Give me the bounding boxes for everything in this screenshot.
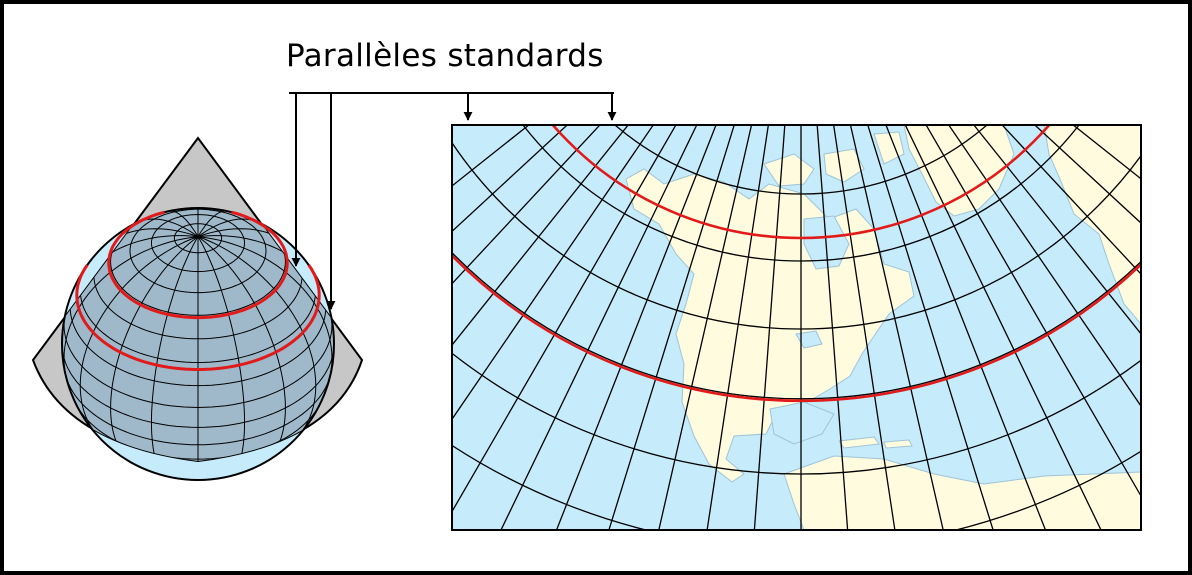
map-frame — [451, 124, 1142, 531]
map-meridian-line — [555, 125, 717, 530]
map-meridian-line — [608, 125, 735, 530]
cone-globe-figure — [31, 136, 364, 481]
globe-meridian-line — [151, 236, 199, 461]
map-meridian-line — [947, 125, 1141, 408]
globe-meridian-line — [168, 210, 199, 237]
land-mass — [838, 436, 880, 449]
land-mass — [823, 148, 865, 183]
diagram-canvas: Parallèles standards — [4, 4, 1188, 571]
globe-meridian-line — [197, 210, 228, 237]
globe-meridian-line — [197, 236, 333, 381]
globe-meridian-line — [79, 236, 199, 438]
land-mass — [903, 125, 1015, 217]
callout-leaders — [289, 92, 617, 310]
map-meridian-line — [832, 125, 896, 530]
map-meridian-line — [973, 125, 1141, 335]
map-meridian-line — [452, 125, 629, 347]
map-meridian-line — [753, 125, 786, 530]
globe-standard-parallel — [107, 210, 289, 320]
map-meridian-line — [885, 125, 1047, 530]
globe-meridian-line — [197, 236, 317, 438]
map-meridian-line — [452, 125, 655, 421]
map-meridian-line — [452, 125, 677, 513]
map-meridian-line — [452, 125, 601, 285]
map-meridian-line — [500, 125, 698, 530]
globe-standard-parallel — [75, 264, 321, 371]
map-meridian-line — [904, 125, 1102, 530]
map-meridian-line — [816, 125, 849, 530]
conic-map — [451, 124, 1142, 531]
diagram-title: Parallèles standards — [286, 38, 604, 74]
land-mass — [873, 131, 905, 165]
map-standard-parallel — [551, 125, 1051, 240]
map-meridian-line — [706, 125, 770, 530]
map-meridian-line — [867, 125, 994, 530]
globe-meridian-line — [63, 236, 199, 381]
land-mass — [783, 455, 1141, 530]
map-meridian-line — [452, 125, 569, 233]
map-meridian-line — [1033, 125, 1141, 224]
projection-illustration — [31, 92, 1142, 531]
map-standard-parallels — [452, 125, 1141, 403]
map-graticule — [452, 125, 1141, 530]
land-mass — [883, 439, 913, 449]
map-meridian-line — [925, 125, 1141, 498]
globe-meridian-line — [197, 236, 245, 461]
map-standard-parallel — [452, 253, 1141, 403]
map-meridian-line — [1001, 125, 1141, 275]
map-meridian-line — [849, 125, 944, 530]
land-mass — [1043, 125, 1141, 325]
globe-standard-parallels — [75, 210, 321, 371]
map-meridian-line — [658, 125, 753, 530]
